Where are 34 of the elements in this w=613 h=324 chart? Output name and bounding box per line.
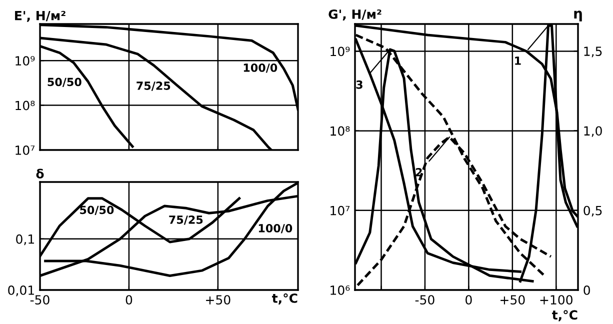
y-axis-title: δ xyxy=(36,168,44,178)
y-axis-title: E', Н/м² xyxy=(15,10,66,22)
x-tick-label: +50 xyxy=(500,295,525,305)
series-label: 75/25 xyxy=(136,82,170,91)
y2-tick-label: 1,0 xyxy=(584,126,602,137)
y-tick-label: 10⁷ xyxy=(16,145,35,155)
y2-tick-label: 1,5 xyxy=(584,46,602,58)
x-tick-label: 0 xyxy=(466,295,472,305)
y2-axis-title: η xyxy=(574,10,582,22)
series-label: 3 xyxy=(356,80,362,89)
y-tick-label: 0,1 xyxy=(16,234,34,246)
series-label: 100/0 xyxy=(258,224,292,234)
series-label: 75/25 xyxy=(169,215,203,225)
y-tick-label: 10⁷ xyxy=(330,206,350,216)
x-tick-label: 0 xyxy=(126,295,132,305)
y-tick-label: 10⁹ xyxy=(16,56,35,66)
y-tick-label: 10⁸ xyxy=(16,100,35,110)
text: 1 xyxy=(515,56,521,65)
y2-tick-label: 0 xyxy=(584,285,590,295)
x-tick-label: -50 xyxy=(30,295,50,305)
x-axis-title: t,°C xyxy=(272,293,298,305)
y-tick-label: 0,01 xyxy=(8,285,34,296)
series-label: 100/0 xyxy=(244,64,278,73)
y-tick-label: 10⁸ xyxy=(330,126,350,136)
x-tick-label: +50 xyxy=(206,295,230,305)
y2-tick-label: 0,5 xyxy=(584,206,602,217)
x-axis-title: t,°C xyxy=(552,310,578,322)
series-label: 50/50 xyxy=(80,206,114,216)
x-tick-label: +100 xyxy=(540,295,572,305)
y-axis-title: G', Н/м² xyxy=(328,9,382,21)
x-tick-label: -50 xyxy=(415,295,434,305)
y-tick-label: 10⁶ xyxy=(330,285,350,295)
y-tick-label: 10⁹ xyxy=(330,46,350,56)
series-label: 50/50 xyxy=(48,78,82,88)
